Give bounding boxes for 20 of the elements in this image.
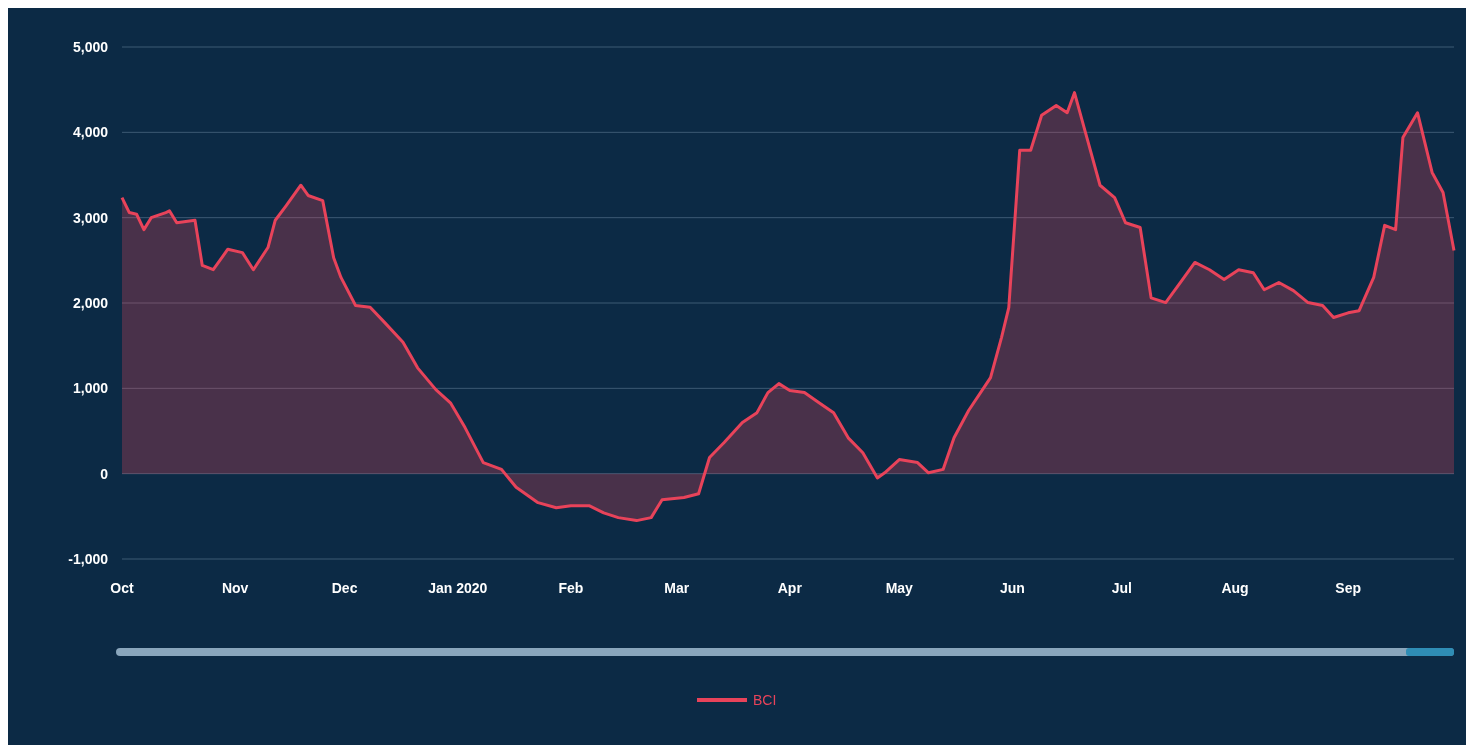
x-tick-label: May [885,580,914,596]
y-tick-label: 3,000 [72,209,109,226]
y-tick-label: 1,000 [72,380,109,397]
x-tick-label: Sep [1335,580,1362,596]
x-tick-label: Oct [110,580,134,596]
x-tick-label: Feb [558,580,584,596]
y-tick-label: 5,000 [72,38,109,55]
x-tick-label: Aug [1221,580,1249,596]
x-tick-label: Apr [777,580,803,596]
y-tick-label: 4,000 [72,124,109,141]
x-tick-label: Jan 2020 [428,580,488,596]
y-tick-label: -1,000 [68,550,109,567]
x-tick-label: Jul [1111,580,1133,596]
y-tick-label: 0 [100,465,109,482]
legend-label: BCI [753,691,777,708]
x-tick-label: Jun [999,580,1025,596]
x-tick-label: Dec [331,580,358,596]
y-tick-label: 2,000 [72,294,109,311]
x-tick-label: Mar [664,580,690,596]
x-tick-label: Nov [221,580,249,596]
